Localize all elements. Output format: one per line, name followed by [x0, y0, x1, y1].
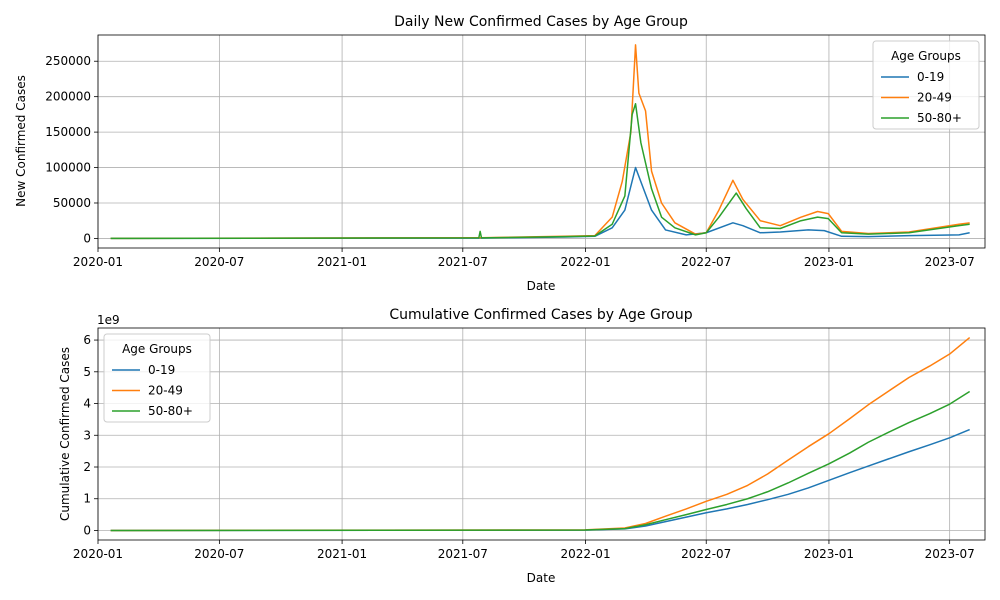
x-tick-label: 2022-01 [560, 547, 610, 561]
chart-title: Cumulative Confirmed Cases by Age Group [389, 307, 692, 323]
legend: Age Groups 0-19 20-49 50-80+ [872, 40, 980, 130]
legend-box [872, 40, 980, 130]
x-tick-label: 2023-01 [804, 547, 854, 561]
legend-entry: 0-19 [148, 363, 175, 377]
legend-entry: 50-80+ [148, 404, 193, 418]
x-tick-label: 2023-07 [925, 547, 975, 561]
plot-frame [97, 34, 986, 249]
x-tick-label: 2023-01 [804, 255, 854, 269]
x-tick-label: 2021-07 [438, 547, 488, 561]
x-tick-label: 2020-07 [194, 547, 244, 561]
x-tick-label: 2020-01 [73, 255, 123, 269]
daily-cases-chart: Daily New Confirmed Cases by Age Group D… [14, 14, 986, 293]
y-axis-multiplier: 1e9 [97, 313, 120, 327]
y-tick-label: 1 [83, 492, 91, 506]
chart-title: Daily New Confirmed Cases by Age Group [394, 14, 688, 30]
y-tick-label: 6 [83, 333, 91, 347]
plot-frame [97, 327, 986, 541]
x-tick-label: 2020-01 [73, 547, 123, 561]
y-tick-label: 150000 [45, 125, 91, 139]
series-line-50-80+ [110, 103, 970, 240]
y-tick-label: 200000 [45, 90, 91, 104]
y-tick-label: 0 [83, 231, 91, 245]
y-axis-label: Cumulative Confirmed Cases [58, 347, 72, 521]
x-axis-label: Date [527, 279, 556, 293]
series-line-50-80+ [110, 390, 971, 532]
x-tick-label: 2023-07 [925, 255, 975, 269]
series-line-0-19 [110, 428, 970, 532]
y-tick-label: 5 [83, 365, 91, 379]
legend-entry: 20-49 [148, 384, 183, 398]
x-tick-label: 2021-01 [317, 547, 367, 561]
y-axis-label: New Confirmed Cases [14, 75, 28, 207]
x-tick-label: 2022-01 [560, 255, 610, 269]
legend-entry: 50-80+ [917, 111, 962, 125]
legend: Age Groups 0-19 20-49 50-80+ [103, 333, 211, 423]
legend-entry: 0-19 [917, 70, 944, 84]
legend-entry: 20-49 [917, 91, 952, 105]
y-tick-label: 2 [83, 460, 91, 474]
x-tick-label: 2022-07 [681, 255, 731, 269]
series-line-20-49 [110, 44, 970, 240]
x-axis-label: Date [527, 571, 556, 585]
y-tick-label: 4 [83, 397, 91, 411]
cumulative-cases-chart: Cumulative Confirmed Cases by Age Group … [58, 307, 986, 585]
y-tick-label: 100000 [45, 161, 91, 175]
y-tick-label: 50000 [53, 196, 91, 210]
legend-title: Age Groups [891, 49, 961, 63]
y-tick-label: 250000 [45, 54, 91, 68]
x-tick-label: 2021-01 [317, 255, 367, 269]
y-tick-label: 0 [83, 523, 91, 537]
legend-title: Age Groups [122, 342, 192, 356]
x-tick-label: 2021-07 [438, 255, 488, 269]
x-tick-label: 2022-07 [681, 547, 731, 561]
x-tick-label: 2020-07 [194, 255, 244, 269]
legend-box [103, 333, 211, 423]
series-line-20-49 [110, 336, 971, 532]
y-tick-label: 3 [83, 428, 91, 442]
